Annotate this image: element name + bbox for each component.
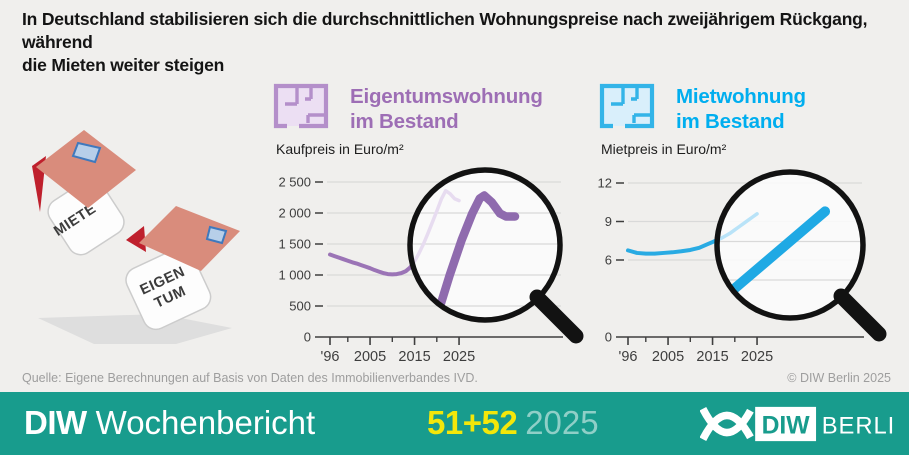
publication-brand: DIW Wochenbericht: [24, 404, 315, 442]
chart-title-line1: Mietwohnung: [676, 85, 806, 108]
y-tick-label: 9: [605, 214, 612, 229]
x-tick-label: 2015: [398, 349, 430, 365]
logo-berlin-text: BERLIN: [822, 412, 895, 439]
y-tick-label: 2 500: [278, 175, 311, 190]
chart-title-line2: im Bestand: [676, 110, 785, 133]
y-tick-label: 2 000: [278, 206, 311, 221]
x-tick-label: 2025: [443, 349, 475, 365]
x-tick-label: 2005: [354, 349, 386, 365]
magnifier-handle: [833, 288, 887, 342]
magnifier: [407, 167, 584, 344]
roof: [139, 206, 240, 271]
chart-title-line2: im Bestand: [350, 110, 459, 133]
x-tick-label: 2025: [741, 349, 773, 365]
logo-diw-box: [755, 406, 817, 441]
floorplan-outer-walls: [273, 83, 329, 129]
source-row: Quelle: Eigene Berechnungen auf Basis vo…: [22, 371, 891, 385]
title-line-2: die Mieten weiter steigen: [22, 55, 225, 76]
x-tick-label: 2015: [696, 349, 728, 365]
brand-diw: DIW: [24, 403, 87, 441]
floorplan-icon: [599, 83, 655, 129]
magnifier-content: [718, 206, 862, 302]
x-tick-label: '96: [321, 349, 340, 365]
floorplan-outer-walls: [599, 83, 655, 129]
gable-red: [126, 226, 146, 252]
y-tick-label: 500: [289, 299, 311, 314]
logo-swoosh-icon: [700, 406, 754, 436]
magnified-trend-line: [720, 206, 831, 302]
title-line-1: In Deutschland stabilisieren sich die du…: [22, 9, 868, 53]
y-tick-label: 1 500: [278, 237, 311, 252]
floorplan-icon: [273, 83, 329, 129]
y-tick-label: 6: [605, 253, 612, 268]
issue-year: 2025: [525, 403, 599, 441]
line-chart-mietpreis: 0 6 9 12 '96 2005 2015 2025: [598, 169, 887, 365]
roof: [36, 130, 136, 208]
magnifier-handle: [529, 289, 584, 344]
x-tick-label: 2005: [652, 349, 684, 365]
house-eigentum: EIGEN TUM: [125, 206, 240, 331]
floorplan-fill: [602, 86, 652, 126]
page-title: In Deutschland stabilisieren sich die du…: [22, 8, 897, 77]
shadow: [38, 314, 232, 344]
magnifier: [714, 169, 887, 342]
roof-window: [71, 141, 102, 164]
x-tick-label: '96: [619, 349, 638, 365]
house-miete: MIETE: [32, 130, 136, 256]
issue-weeks: 51+52: [427, 403, 518, 441]
y-tick-label: 12: [598, 176, 612, 191]
chart-title-mietwohnung: Mietwohnung im Bestand: [676, 84, 806, 134]
y-axis-unit-label: Kaufpreis in Euro/m²: [276, 141, 404, 157]
magnifier-ring: [714, 169, 866, 321]
magnified-trend-line: [426, 191, 520, 319]
brand-wochenbericht: Wochenbericht: [95, 403, 316, 441]
floorplan-inner-walls: [285, 86, 326, 123]
chart-title-eigentumswohnung: Eigentumswohnung im Bestand: [350, 84, 543, 134]
y-tick-label: 1 000: [278, 268, 311, 283]
data-line-pale: [411, 188, 461, 277]
y-tick-label: 0: [605, 330, 612, 345]
houses-dice-illustration: MIETE EIGEN TUM: [32, 130, 240, 344]
die-face: [125, 246, 212, 331]
magnifier-ring: [407, 167, 563, 323]
data-line-pale: [718, 212, 759, 256]
issue-number: 51+52 2025: [427, 404, 599, 442]
logo-swoosh-icon: [700, 411, 754, 441]
logo-diw-text: DIW: [762, 412, 811, 439]
floorplan-inner-walls: [611, 86, 652, 123]
chart-title-line1: Eigentumswohnung: [350, 85, 543, 108]
y-axis-unit-label: Mietpreis in Euro/m²: [601, 141, 727, 157]
roof-window: [205, 225, 228, 245]
diw-berlin-logo: DIW BERLIN: [700, 406, 895, 441]
y-tick-label: 0: [304, 330, 311, 345]
source-note: Quelle: Eigene Berechnungen auf Basis vo…: [22, 371, 478, 385]
copyright-note: © DIW Berlin 2025: [787, 371, 891, 385]
floorplan-fill: [276, 86, 326, 126]
line-chart-kaufpreis: 0 500 1 000 1 500 2 000 2 500 '96 2005 2015 2025: [278, 167, 584, 365]
